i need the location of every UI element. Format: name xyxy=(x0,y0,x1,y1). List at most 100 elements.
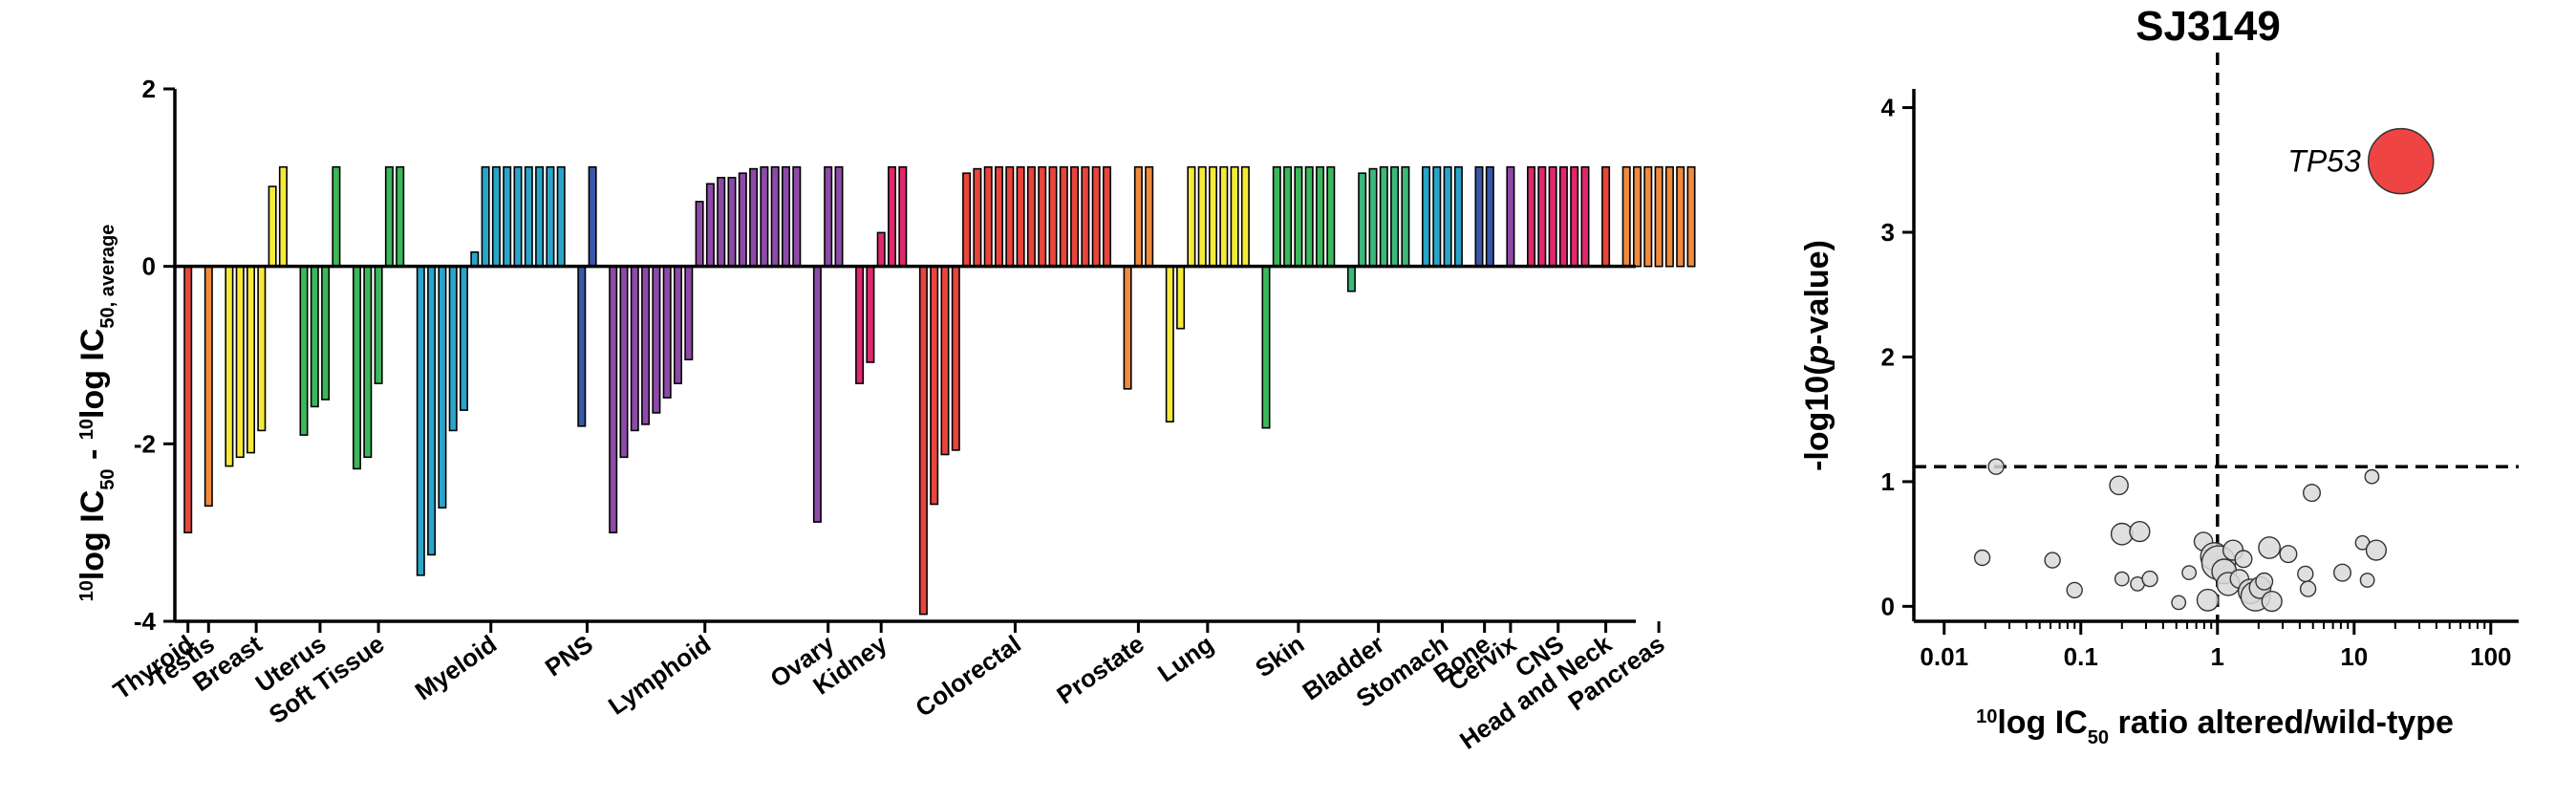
scatter-title: SJ3149 xyxy=(2136,3,2281,50)
bar xyxy=(321,265,331,400)
x-tick-label: 10 xyxy=(2340,642,2368,671)
bar xyxy=(1209,165,1218,268)
data-point xyxy=(2302,484,2321,503)
label-part: log IC xyxy=(75,490,111,580)
label-part: 50 xyxy=(97,468,118,489)
bar xyxy=(887,165,896,268)
data-point xyxy=(2129,520,2151,543)
data-point xyxy=(1973,549,1991,567)
bar xyxy=(1326,165,1336,268)
x-tick-label: 100 xyxy=(2470,642,2511,671)
label-part: log IC xyxy=(1997,704,2087,741)
bar xyxy=(546,165,555,268)
bar xyxy=(524,165,533,268)
data-point xyxy=(2279,545,2298,564)
data-point xyxy=(2297,565,2314,583)
bar xyxy=(1676,165,1685,268)
bar xyxy=(513,165,523,268)
tissue-label: Skin xyxy=(1250,629,1309,682)
scatter-points: TP53 xyxy=(1973,127,2435,613)
bar xyxy=(866,265,875,363)
bar xyxy=(1070,165,1080,268)
data-point xyxy=(2196,588,2220,612)
bar xyxy=(951,265,960,451)
bar xyxy=(1133,165,1143,268)
bar xyxy=(588,165,597,268)
bar xyxy=(705,183,715,268)
bar xyxy=(1294,165,1303,268)
bar xyxy=(257,265,267,432)
data-point xyxy=(2332,563,2351,582)
bar xyxy=(1379,165,1388,268)
label-part: p xyxy=(1799,345,1835,366)
bar xyxy=(204,265,213,508)
data-point xyxy=(2299,580,2317,597)
bar xyxy=(1123,265,1132,390)
bar xyxy=(299,265,309,436)
bar xyxy=(1091,165,1101,268)
bar xyxy=(1664,165,1674,268)
bar xyxy=(673,265,682,385)
bar xyxy=(352,265,361,470)
bar xyxy=(834,165,844,268)
bar xyxy=(1548,165,1557,268)
bar xyxy=(183,265,193,534)
bar xyxy=(1422,165,1431,268)
label-part: 10 xyxy=(76,419,97,440)
bar xyxy=(416,265,425,576)
bar xyxy=(491,165,501,268)
bar xyxy=(225,265,234,467)
bar xyxy=(918,265,928,616)
tissue-label: Myeloid xyxy=(410,629,502,705)
label-part: 50 xyxy=(2088,727,2109,748)
bar xyxy=(995,165,1004,268)
y-tick-label: 0 xyxy=(142,252,156,281)
bar xyxy=(310,265,319,408)
bar xyxy=(973,167,982,268)
label-part: log IC xyxy=(75,329,111,419)
bar xyxy=(1048,165,1058,268)
bar xyxy=(1654,165,1664,268)
bar xyxy=(738,172,747,268)
bar xyxy=(1165,265,1174,423)
data-point xyxy=(2171,595,2187,611)
scatter-x-axis-label: 10log IC50 ratio altered/wild-type xyxy=(1976,704,2454,748)
bar xyxy=(384,165,394,268)
bar xyxy=(577,265,587,427)
bar xyxy=(930,265,939,506)
bar xyxy=(1401,165,1410,268)
bar xyxy=(1304,165,1314,268)
tissue-label: Prostate xyxy=(1051,629,1148,709)
data-point xyxy=(2044,552,2061,569)
bar xyxy=(1016,165,1025,268)
y-tick-label: 4 xyxy=(1881,94,1896,122)
tp53-label: TP53 xyxy=(2287,144,2361,179)
y-tick-label: 2 xyxy=(1881,342,1895,371)
y-tick-label: 2 xyxy=(142,75,156,103)
data-point xyxy=(2261,590,2283,613)
bar xyxy=(535,165,545,268)
bar xyxy=(438,265,447,509)
bar xyxy=(396,165,405,268)
bar xyxy=(246,265,255,454)
data-point xyxy=(2234,550,2253,569)
bar xyxy=(1005,165,1015,268)
bar xyxy=(1633,165,1642,268)
label-part: - xyxy=(75,440,111,468)
bar xyxy=(727,177,737,268)
bar xyxy=(609,265,618,534)
bar xyxy=(1272,165,1281,268)
bar xyxy=(1103,165,1112,268)
bar xyxy=(268,185,277,268)
bar xyxy=(641,265,651,425)
bar xyxy=(1443,165,1452,268)
bar xyxy=(503,165,512,268)
bar-marks xyxy=(183,165,1696,616)
scatter-y-axis-label: -log10(p-value) xyxy=(1799,240,1835,471)
bar xyxy=(1390,165,1400,268)
tissue-label: PNS xyxy=(540,629,598,682)
bar-axes: 2 0 -2 -4 xyxy=(134,75,1661,636)
x-tick-label: 0.01 xyxy=(1920,642,1968,671)
